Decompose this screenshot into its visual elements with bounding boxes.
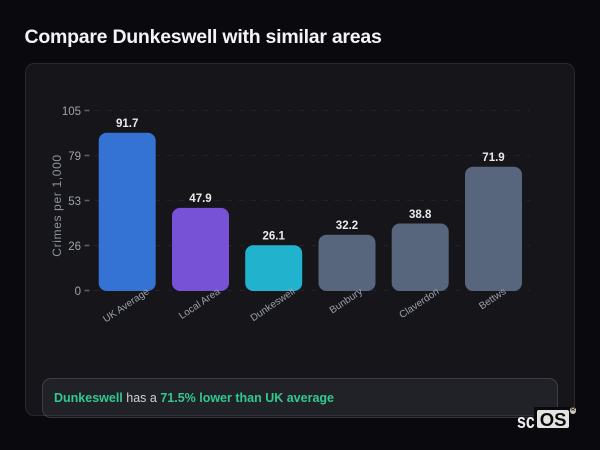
svg-text:71.9: 71.9 [482,152,504,164]
svg-text:26: 26 [68,241,81,253]
svg-text:105: 105 [62,106,81,118]
svg-text:53: 53 [68,196,81,208]
svg-text:47.9: 47.9 [189,193,211,205]
svg-text:Dunkeswell: Dunkeswell [249,286,298,324]
svg-text:91.7: 91.7 [116,118,138,130]
svg-text:38.8: 38.8 [409,209,432,221]
svg-text:UK Average: UK Average [101,286,152,325]
svg-text:32.2: 32.2 [336,220,358,232]
svg-text:0: 0 [75,286,81,298]
svg-text:Local Area: Local Area [177,286,223,322]
svg-text:79: 79 [68,151,81,163]
svg-text:Crimes per 1,000: Crimes per 1,000 [50,154,64,256]
svg-text:26.1: 26.1 [263,231,286,243]
svg-text:Claverdon: Claverdon [398,286,442,321]
